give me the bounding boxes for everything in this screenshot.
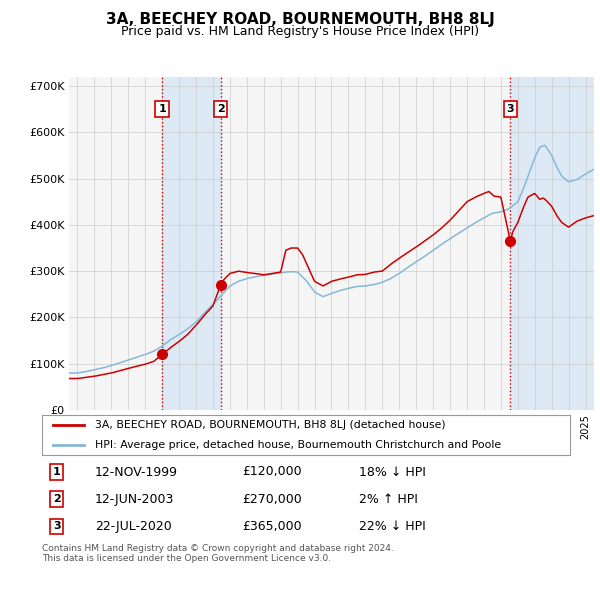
Text: 22-JUL-2020: 22-JUL-2020 <box>95 520 172 533</box>
Text: 3: 3 <box>506 104 514 114</box>
Text: 3A, BEECHEY ROAD, BOURNEMOUTH, BH8 8LJ: 3A, BEECHEY ROAD, BOURNEMOUTH, BH8 8LJ <box>106 12 494 27</box>
Text: 22% ↓ HPI: 22% ↓ HPI <box>359 520 425 533</box>
Text: Contains HM Land Registry data © Crown copyright and database right 2024.
This d: Contains HM Land Registry data © Crown c… <box>42 544 394 563</box>
Text: 2% ↑ HPI: 2% ↑ HPI <box>359 493 418 506</box>
Text: 1: 1 <box>158 104 166 114</box>
Text: 12-JUN-2003: 12-JUN-2003 <box>95 493 174 506</box>
Text: HPI: Average price, detached house, Bournemouth Christchurch and Poole: HPI: Average price, detached house, Bour… <box>95 441 501 450</box>
Text: 3: 3 <box>53 522 61 531</box>
Text: £120,000: £120,000 <box>242 466 302 478</box>
Text: Price paid vs. HM Land Registry's House Price Index (HPI): Price paid vs. HM Land Registry's House … <box>121 25 479 38</box>
Bar <box>511 77 594 410</box>
Text: £270,000: £270,000 <box>242 493 302 506</box>
Text: 18% ↓ HPI: 18% ↓ HPI <box>359 466 425 478</box>
Text: 12-NOV-1999: 12-NOV-1999 <box>95 466 178 478</box>
Text: 1: 1 <box>53 467 61 477</box>
Bar <box>162 77 221 410</box>
Text: £365,000: £365,000 <box>242 520 302 533</box>
Text: 3A, BEECHEY ROAD, BOURNEMOUTH, BH8 8LJ (detached house): 3A, BEECHEY ROAD, BOURNEMOUTH, BH8 8LJ (… <box>95 421 445 430</box>
Text: 2: 2 <box>217 104 224 114</box>
Text: 2: 2 <box>53 494 61 504</box>
